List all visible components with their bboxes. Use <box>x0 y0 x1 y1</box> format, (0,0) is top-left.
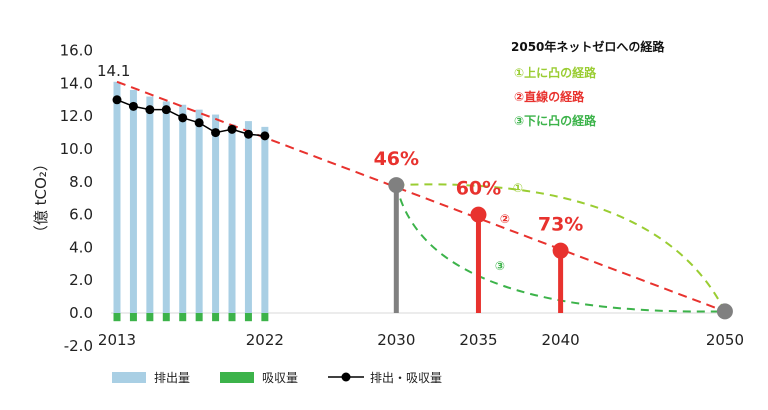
emission-bar <box>129 89 137 314</box>
net-point <box>112 95 122 105</box>
y-tick-label: 14.0 <box>60 74 93 92</box>
y-tick-label: -2.0 <box>64 337 93 355</box>
y-tick-label: 12.0 <box>60 107 93 125</box>
emission-bar <box>244 121 252 314</box>
absorption-bar <box>228 313 236 322</box>
net-point <box>161 105 171 115</box>
emission-bar <box>179 104 187 313</box>
legend-label-absorption: 吸収量 <box>262 371 298 385</box>
emission-bar <box>212 114 220 313</box>
y-tick-label: 0.0 <box>69 304 93 322</box>
net-point <box>145 105 155 115</box>
endpoint-dot-2050 <box>716 303 733 320</box>
x-tick-label: 2030 <box>377 331 415 349</box>
absorption-bar <box>146 313 154 322</box>
x-tick-label: 2035 <box>459 331 497 349</box>
emission-bar <box>162 101 170 313</box>
y-tick-label: 6.0 <box>69 206 93 224</box>
axis-layer: -2.0 0.0 2.0 4.0 6.0 8.0 10.0 12.0 14.0 16.0 （億 tC… <box>32 42 744 355</box>
y-tick-label: 4.0 <box>69 238 93 256</box>
targets-layer: 46% 60% 73% <box>374 148 733 320</box>
x-tick-label: 2040 <box>542 331 580 349</box>
absorption-bar <box>129 313 137 322</box>
emission-bar <box>113 81 121 313</box>
y-tick-label: 16.0 <box>60 42 93 60</box>
absorption-bar <box>179 313 187 322</box>
legend-swatch-absorption <box>220 372 254 383</box>
upper-pathway-marker: ① <box>513 181 523 195</box>
net-series-layer <box>112 95 270 141</box>
target-dot-2030 <box>388 177 405 194</box>
target-dot-2035 <box>470 206 487 223</box>
absorption-bar <box>212 313 220 322</box>
pathway-legend-upper: ①上に凸の経路 <box>514 65 597 80</box>
net-point <box>227 124 237 134</box>
x-tick-label: 2022 <box>246 331 284 349</box>
pathways-layer: ① ② ③ <box>116 80 726 313</box>
absorption-bar <box>195 313 203 322</box>
net-point <box>128 101 138 111</box>
linear-pathway-marker: ② <box>500 212 510 226</box>
start-value-label: 14.1 <box>97 62 130 80</box>
absorption-bar <box>244 313 252 322</box>
bars-layer <box>113 81 269 322</box>
legend-swatch-emissions <box>112 372 146 383</box>
net-point <box>260 131 270 141</box>
y-tick-label: 2.0 <box>69 271 93 289</box>
y-tick-label: 10.0 <box>60 140 93 158</box>
absorption-bar <box>162 313 170 322</box>
emission-bar <box>228 124 236 314</box>
target-percent-label-2040: 73% <box>538 214 583 236</box>
emission-bar <box>195 109 203 313</box>
absorption-bar <box>261 313 269 322</box>
emission-bar <box>261 126 269 313</box>
lower-concave-pathway-line <box>395 184 725 313</box>
pathway-legend-title: 2050年ネットゼロへの経路 <box>511 39 665 54</box>
pathway-legend-linear: ②直線の経路 <box>514 89 585 104</box>
net-point <box>178 113 188 123</box>
legend-swatch-net-dot <box>341 372 351 382</box>
linear-pathway-line <box>116 80 726 313</box>
net-point <box>194 118 204 128</box>
x-tick-label: 2013 <box>98 331 136 349</box>
emission-bar <box>146 96 154 314</box>
x-tick-label: 2050 <box>706 331 744 349</box>
legend-label-emissions: 排出量 <box>154 371 190 385</box>
net-point <box>211 128 221 138</box>
pathway-legend-lower: ③下に凸の経路 <box>514 113 597 128</box>
target-dot-2040 <box>552 242 569 259</box>
y-axis-label: （億 tCO₂） <box>32 156 50 240</box>
target-percent-label-2030: 46% <box>374 148 419 170</box>
net-series-line <box>116 99 265 137</box>
y-tick-label: 8.0 <box>69 173 93 191</box>
lower-pathway-marker: ③ <box>495 259 505 273</box>
legend-label-net: 排出・吸収量 <box>370 371 442 385</box>
net-point <box>243 129 253 139</box>
target-percent-label-2035: 60% <box>456 178 501 200</box>
upper-convex-pathway-line <box>396 183 726 312</box>
absorption-bar <box>113 313 121 322</box>
